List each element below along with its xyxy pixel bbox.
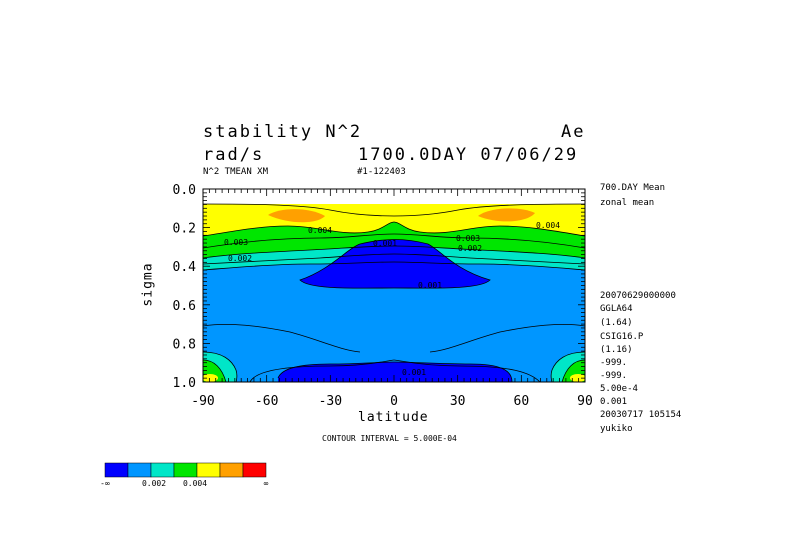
contour-labels: 0.0040.0030.0020.0010.0030.0020.0040.001…: [224, 221, 560, 377]
y-axis-title: sigma: [140, 262, 156, 307]
fill-corner-right-yellow: [570, 374, 585, 382]
contour-interval-note: CONTOUR INTERVAL = 5.000E-04: [322, 434, 457, 443]
y-tick-label: 0.2: [173, 222, 196, 237]
contour-label: 0.001: [373, 239, 397, 248]
x-tick-label: -90: [191, 394, 214, 409]
fill-band-0-005-0-006-left: [268, 209, 325, 223]
x-tick-label: -60: [255, 394, 278, 409]
contour-label: 0.004: [536, 221, 560, 230]
side-info-5: CSIG16.P: [600, 332, 644, 342]
x-tick-label: -30: [319, 394, 342, 409]
model-label: Ae: [561, 122, 586, 142]
side-info-2: 20070629000000: [600, 291, 676, 301]
side-info-12: yukiko: [600, 424, 633, 434]
side-info-8: -999.: [600, 371, 628, 381]
side-info-3: GGLA64: [600, 304, 633, 314]
y-tick-label: 0.0: [173, 183, 196, 198]
side-info-11: 20030717 105154: [600, 410, 682, 420]
contour-label: 0.003: [456, 234, 480, 243]
y-tick-label: 0.6: [173, 299, 196, 314]
side-info-0: 700.DAY Mean: [600, 183, 666, 193]
contour-fills: [203, 189, 585, 382]
side-info-10: 0.001: [600, 397, 628, 407]
x-tick-label: 0: [390, 394, 398, 409]
side-info-7: -999.: [600, 358, 628, 368]
contour-label: 0.004: [308, 226, 332, 235]
side-info-9: 5.00e-4: [600, 384, 638, 394]
time-label: 1700.0DAY 07/06/29: [358, 145, 579, 165]
side-info-1: zonal mean: [600, 198, 655, 208]
side-info-6: (1.16): [600, 345, 633, 355]
contour-label: 0.001: [402, 368, 426, 377]
x-axis-title: latitude: [358, 410, 429, 425]
y-tick-label: 1.0: [173, 376, 196, 391]
chart-title: stability N^2: [203, 122, 363, 142]
contour-label: 0.003: [224, 238, 248, 247]
fill-corner-left-yellow: [203, 374, 218, 382]
fill-band-0-005-0-006-right: [478, 208, 535, 222]
y-tick-label: 0.4: [173, 260, 197, 275]
subtitle-left: N^2 TMEAN XM: [203, 167, 269, 177]
x-tick-label: 90: [577, 394, 593, 409]
units-label: rad/s: [203, 145, 265, 165]
contour-label: 0.001: [418, 281, 442, 290]
contour-lines: [203, 203, 585, 382]
axes: -90 -60 -30 0 30 60 90 0.0 0.2 0.4 0.6 0.8 1.0: [173, 183, 593, 409]
x-tick-label: 60: [514, 394, 530, 409]
contour-label: 0.002: [458, 244, 482, 253]
subtitle-mid: #1-122403: [357, 167, 406, 177]
side-info-4: (1.64): [600, 318, 633, 328]
y-tick-label: 0.8: [173, 337, 196, 352]
contour-label: 0.002: [228, 254, 252, 263]
fill-band-lt-0-001-lower: [278, 362, 512, 382]
x-tick-label: 30: [450, 394, 466, 409]
